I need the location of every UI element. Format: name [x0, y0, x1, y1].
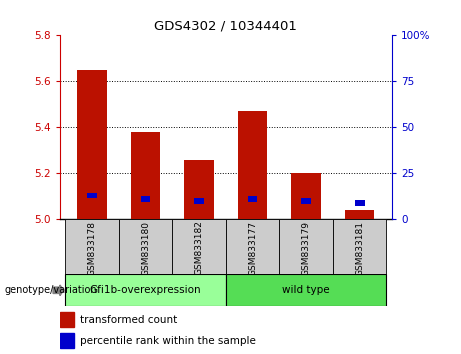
Bar: [248, 196, 258, 202]
Bar: [141, 196, 150, 202]
Bar: [345, 210, 374, 219]
FancyBboxPatch shape: [119, 219, 172, 276]
Text: GSM833182: GSM833182: [195, 221, 204, 275]
Text: GSM833179: GSM833179: [301, 221, 311, 276]
FancyBboxPatch shape: [65, 274, 226, 306]
Text: GSM833178: GSM833178: [88, 221, 96, 276]
Bar: [77, 70, 107, 219]
FancyBboxPatch shape: [333, 219, 386, 276]
Bar: [238, 112, 267, 219]
FancyBboxPatch shape: [226, 219, 279, 276]
Text: GSM833177: GSM833177: [248, 221, 257, 276]
Bar: [184, 160, 214, 219]
Text: transformed count: transformed count: [79, 315, 177, 325]
FancyBboxPatch shape: [65, 219, 119, 276]
Bar: [194, 198, 204, 204]
Text: wild type: wild type: [283, 285, 330, 295]
Bar: [60, 333, 74, 348]
Bar: [131, 132, 160, 219]
Bar: [60, 312, 74, 327]
Text: Gfi1b-overexpression: Gfi1b-overexpression: [90, 285, 201, 295]
Bar: [301, 198, 311, 204]
Text: GSM833180: GSM833180: [141, 221, 150, 276]
FancyBboxPatch shape: [226, 274, 386, 306]
Bar: [87, 193, 97, 198]
FancyBboxPatch shape: [279, 219, 333, 276]
Text: percentile rank within the sample: percentile rank within the sample: [79, 336, 255, 346]
FancyBboxPatch shape: [172, 219, 226, 276]
Bar: [291, 173, 321, 219]
Title: GDS4302 / 10344401: GDS4302 / 10344401: [154, 20, 297, 33]
Text: genotype/variation: genotype/variation: [5, 285, 97, 295]
Text: GSM833181: GSM833181: [355, 221, 364, 276]
Bar: [355, 200, 365, 206]
